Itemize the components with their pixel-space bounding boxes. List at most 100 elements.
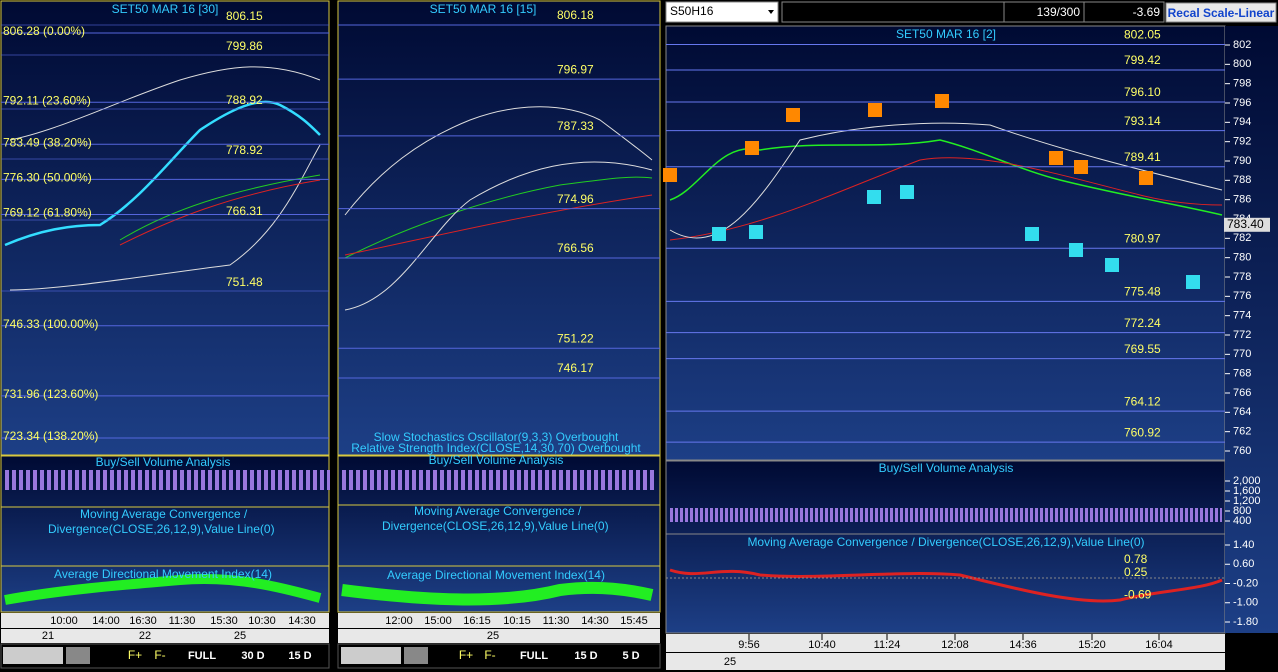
toolbar-button[interactable]: F+	[459, 648, 473, 662]
time-label: 12:08	[941, 639, 969, 651]
y-tick-label: 788	[1233, 174, 1251, 186]
toolbar-button[interactable]: FULL	[520, 650, 548, 662]
y-tick-label: 766	[1233, 387, 1251, 399]
symbol[interactable]: S50H16	[670, 4, 714, 18]
dropdown-arrow[interactable]	[768, 10, 774, 14]
sell-signal	[935, 94, 949, 108]
time-label: 15:00	[424, 615, 452, 627]
panel2-chart	[337, 0, 661, 456]
level-label: 774.96	[557, 192, 594, 206]
indicator-title: Buy/Sell Volume Analysis	[879, 461, 1014, 475]
time-label: 14:30	[288, 615, 316, 627]
level-label: 806.15	[226, 9, 263, 23]
fib-label: 776.30 (50.00%)	[3, 171, 92, 185]
sell-signal	[663, 168, 677, 182]
y-tick-label: 2,000	[1233, 475, 1261, 487]
y-tick-label: -0.20	[1233, 577, 1258, 589]
indicator-title: Buy/Sell Volume Analysis	[96, 455, 231, 469]
panel1-chart	[0, 0, 330, 456]
y-tick-label: 782	[1233, 232, 1251, 244]
ma-curve	[119, 174, 321, 241]
toolbar-button[interactable]: 15 D	[288, 650, 311, 662]
panel3-axis	[1225, 26, 1278, 633]
indicator-title: Relative Strength Index(CLOSE,14,30,70) …	[351, 441, 641, 455]
time-label: 10:15	[503, 615, 531, 627]
time-axis	[338, 613, 660, 628]
level-label: 796.97	[557, 62, 594, 76]
symbol-box[interactable]	[665, 1, 779, 23]
indicator-title: Slow Stochastics Oscillator(9,3,3) Overb…	[374, 430, 619, 444]
buy-signal	[749, 225, 763, 239]
scroll-thumb[interactable]	[404, 647, 428, 664]
chart-title: SET50 MAR 16 [15]	[430, 2, 537, 16]
time-label: 11:30	[169, 615, 196, 627]
level-label: 793.14	[1124, 114, 1161, 128]
date-label: 25	[234, 630, 246, 642]
y-tick-label: 764	[1233, 406, 1251, 418]
indicator-title: Moving Average Convergence / Divergence(…	[747, 535, 1144, 549]
time-label: 15:20	[1078, 639, 1106, 651]
level-label: 802.05	[1124, 28, 1161, 42]
sell-signal	[745, 141, 759, 155]
level-label: 760.92	[1124, 425, 1161, 439]
level-label: 766.56	[557, 241, 594, 255]
toolbar-button[interactable]: F+	[128, 648, 142, 662]
toolbar-button[interactable]: 5 D	[622, 650, 639, 662]
sell-signal	[1139, 171, 1153, 185]
band-curve	[9, 66, 321, 141]
y-tick-label: -1.00	[1233, 597, 1258, 609]
time-label: 16:04	[1145, 639, 1173, 651]
y-tick-label: 786	[1233, 194, 1251, 206]
y-tick-label: 776	[1233, 290, 1251, 302]
y-tick-label: 800	[1233, 58, 1251, 70]
buy-signal	[1025, 227, 1039, 241]
sell-signal	[1074, 160, 1088, 174]
time-label: 9:56	[738, 639, 759, 651]
change: -3.69	[1133, 5, 1161, 19]
indicator-title: Moving Average Convergence /	[414, 504, 582, 518]
recal-label[interactable]: Recal Scale-Linear	[1168, 6, 1275, 20]
fib-label: 731.96 (123.60%)	[3, 387, 98, 401]
toolbar-button[interactable]: F-	[484, 648, 495, 662]
y-tick-label: 1,200	[1233, 495, 1261, 507]
indicator-title: Divergence(CLOSE,26,12,9),Value Line(0)	[48, 522, 275, 536]
y-tick-label: 780	[1233, 252, 1251, 264]
level-label: 751.22	[557, 331, 594, 345]
header-field	[1083, 1, 1165, 23]
y-tick-label: 802	[1233, 39, 1251, 51]
scrollbar[interactable]	[3, 647, 63, 664]
scroll-thumb[interactable]	[66, 647, 90, 664]
fib-label: 792.11 (23.60%)	[3, 93, 91, 107]
chart-title: SET50 MAR 16 [30]	[112, 2, 219, 16]
indicator-title: Buy/Sell Volume Analysis	[429, 453, 564, 467]
macd-decor	[669, 568, 1223, 603]
buy-signal	[867, 190, 881, 204]
level-label: 806.18	[557, 8, 594, 22]
level-label: 799.86	[226, 39, 263, 53]
level-label: 788.92	[226, 93, 263, 107]
recal-button[interactable]	[1165, 2, 1277, 23]
toolbar-button[interactable]: F-	[154, 648, 165, 662]
fib-label: 783.49 (38.20%)	[3, 135, 92, 149]
toolbar-button[interactable]: FULL	[188, 650, 216, 662]
panel3-indicators	[665, 460, 1226, 634]
toolbar-button[interactable]: 15 D	[574, 650, 597, 662]
toolbar-button[interactable]: 30 D	[241, 650, 264, 662]
time-label: 11:30	[543, 615, 570, 627]
sell-signal	[868, 103, 882, 117]
y-tick-label: -1.80	[1233, 616, 1258, 628]
scrollbar[interactable]	[341, 647, 401, 664]
price-curve	[344, 106, 653, 216]
y-tick-label: 794	[1233, 116, 1251, 128]
level-label: 746.17	[557, 361, 594, 375]
time-label: 10:40	[808, 639, 836, 651]
level-label: 787.33	[557, 119, 594, 133]
date-axis	[338, 629, 660, 643]
y-tick-label: 0.60	[1233, 558, 1254, 570]
time-label: 14:30	[581, 615, 609, 627]
indicator-title: Average Directional Movement Index(14)	[54, 567, 272, 581]
last-price: 783.40	[1227, 217, 1264, 231]
ma-curve	[344, 176, 653, 259]
buy-signal	[900, 185, 914, 199]
